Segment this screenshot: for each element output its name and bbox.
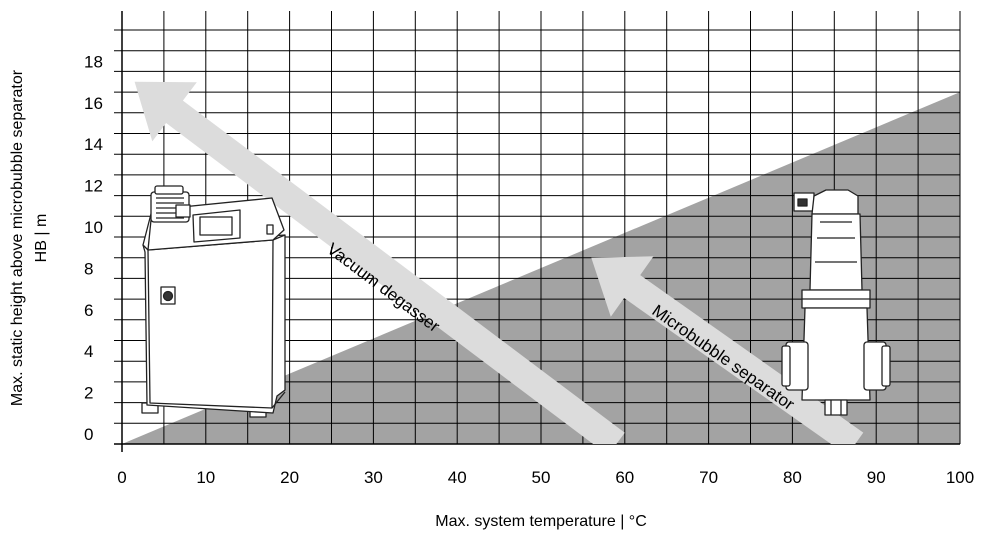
x-tick-label: 80 bbox=[783, 468, 802, 487]
x-tick-label: 30 bbox=[364, 468, 383, 487]
y-tick-label: 2 bbox=[84, 384, 93, 403]
x-tick-label: 90 bbox=[867, 468, 886, 487]
y-tick-label: 12 bbox=[84, 177, 103, 196]
x-tick-label: 50 bbox=[532, 468, 551, 487]
y-tick-label: 14 bbox=[84, 135, 103, 154]
x-tick-label: 0 bbox=[117, 468, 126, 487]
y-tick-label: 16 bbox=[84, 94, 103, 113]
x-tick-label: 100 bbox=[946, 468, 974, 487]
y-tick-label: 10 bbox=[84, 218, 103, 237]
x-tick-label: 60 bbox=[615, 468, 634, 487]
x-axis-title: Max. system temperature | °C bbox=[435, 513, 647, 530]
arrows bbox=[134, 81, 864, 444]
x-tick-label: 10 bbox=[196, 468, 215, 487]
y-tick-label: 4 bbox=[84, 342, 93, 361]
microbubble-separator-illustration bbox=[781, 189, 891, 416]
y-tick-label: 8 bbox=[84, 259, 93, 278]
y-tick-label: 6 bbox=[84, 301, 93, 320]
arrow-microbubble-separator bbox=[591, 256, 864, 444]
vacuum-degasser-illustration bbox=[141, 185, 286, 418]
y-axis-title-line1: Max. static height above microbubble sep… bbox=[9, 69, 26, 406]
y-tick-label: 18 bbox=[84, 52, 103, 71]
y-tick-labels: 0 2 4 6 8 10 12 14 16 18 bbox=[84, 52, 103, 444]
x-tick-labels: 0 10 20 30 40 50 60 70 80 90 100 bbox=[117, 468, 974, 487]
x-tick-label: 70 bbox=[699, 468, 718, 487]
x-tick-label: 20 bbox=[280, 468, 299, 487]
y-tick-label: 0 bbox=[84, 425, 93, 444]
arrow-vacuum-degasser bbox=[134, 81, 625, 444]
y-axis-title-line2: HB | m bbox=[33, 214, 50, 263]
x-tick-label: 40 bbox=[448, 468, 467, 487]
